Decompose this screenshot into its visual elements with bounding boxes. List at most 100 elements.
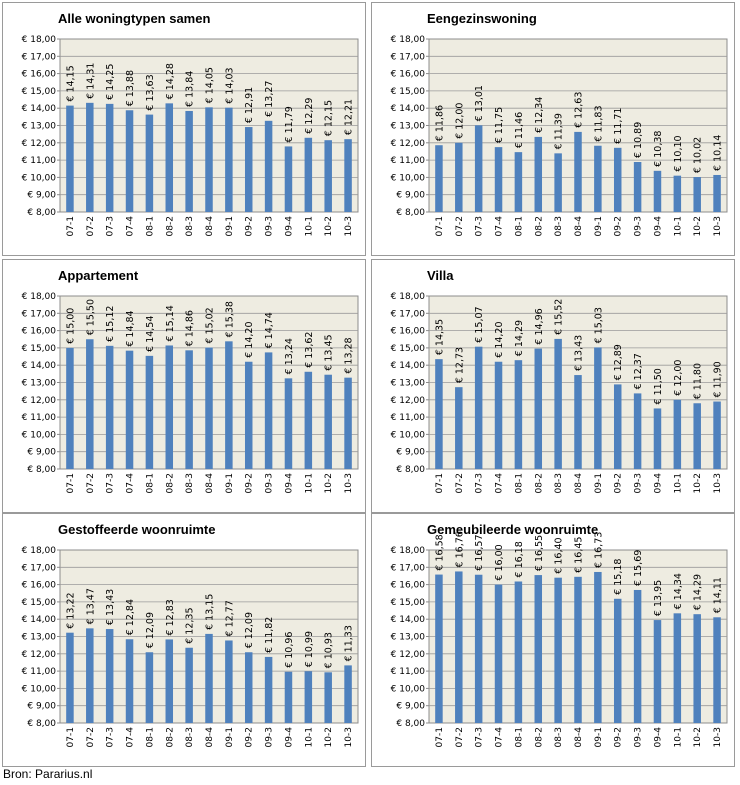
x-tick-label: 08-1 — [145, 473, 155, 493]
bar — [554, 153, 562, 212]
bar — [86, 628, 94, 723]
data-label: € 14,54 — [145, 316, 156, 352]
y-tick-label: € 16,00 — [22, 327, 57, 337]
x-tick-label: 07-4 — [495, 216, 505, 237]
data-label: € 14,29 — [514, 320, 525, 356]
x-tick-label: 09-1 — [594, 216, 604, 236]
x-tick-label: 07-4 — [495, 473, 505, 494]
data-label: € 12,00 — [454, 103, 465, 139]
x-tick-label: 09-3 — [265, 473, 275, 493]
data-label: € 13,15 — [205, 594, 216, 630]
chart-svg: Alle woningtypen samen € 8,00 € 9,00 € 10,0… — [22, 11, 359, 236]
data-label: € 10,96 — [284, 632, 295, 668]
x-tick-label: 08-1 — [514, 473, 524, 493]
bar — [324, 672, 332, 723]
x-tick-label: 07-2 — [455, 473, 465, 493]
bar — [693, 177, 701, 212]
x-tick-label: 10-3 — [713, 216, 723, 236]
x-tick-label: 08-4 — [205, 473, 215, 494]
bar — [185, 647, 193, 723]
y-tick-label: € 18,00 — [391, 35, 426, 45]
y-tick-label: € 8,00 — [27, 719, 56, 729]
data-label: € 12,63 — [574, 92, 585, 128]
y-tick-label: € 15,00 — [391, 87, 426, 97]
y-tick-label: € 14,00 — [22, 615, 57, 625]
y-tick-label: € 17,00 — [391, 563, 426, 573]
y-tick-label: € 9,00 — [396, 448, 425, 458]
x-tick-label: 09-4 — [653, 727, 663, 748]
data-label: € 12,29 — [304, 98, 315, 134]
bar — [125, 110, 134, 212]
data-label: € 16,76 — [454, 531, 465, 567]
x-tick-label: 10-3 — [713, 727, 723, 747]
x-tick-label: 08-4 — [205, 727, 215, 748]
bar — [455, 387, 463, 469]
data-label: € 16,73 — [593, 532, 604, 568]
y-tick-label: € 11,00 — [391, 667, 426, 677]
data-label: € 12,91 — [244, 87, 255, 123]
x-tick-label: 07-2 — [86, 727, 96, 747]
data-label: € 13,01 — [474, 85, 485, 121]
bar — [474, 346, 483, 469]
bar — [653, 408, 662, 469]
bar — [693, 614, 701, 723]
y-tick-label: € 13,00 — [391, 379, 426, 389]
bar — [673, 613, 682, 723]
bar — [225, 107, 233, 212]
chart-title: Gestoffeerde woonruimte — [58, 522, 215, 537]
x-tick-label: 08-2 — [534, 727, 544, 747]
data-label: € 13,88 — [125, 70, 136, 106]
y-tick-label: € 9,00 — [396, 191, 425, 201]
x-tick-label: 10-1 — [304, 216, 314, 236]
data-label: € 12,83 — [165, 599, 176, 635]
x-tick-label: 07-2 — [86, 473, 96, 493]
y-tick-label: € 12,00 — [391, 396, 426, 406]
x-tick-label: 08-3 — [185, 473, 195, 493]
data-label: € 14,03 — [224, 67, 235, 103]
bar — [145, 355, 154, 469]
x-tick-label: 07-3 — [475, 473, 485, 493]
x-tick-label: 10-3 — [344, 727, 354, 747]
x-tick-label: 10-1 — [673, 473, 683, 493]
y-tick-label: € 17,00 — [22, 52, 57, 62]
x-tick-label: 08-2 — [534, 216, 544, 236]
x-tick-label: 07-1 — [435, 216, 445, 236]
x-tick-label: 09-1 — [594, 473, 604, 493]
data-label: € 14,86 — [185, 310, 196, 346]
bar — [86, 102, 94, 212]
bar — [534, 575, 543, 723]
data-label: € 14,29 — [693, 574, 704, 610]
bar — [613, 147, 622, 212]
data-label: € 13,22 — [65, 592, 76, 628]
y-tick-label: € 18,00 — [22, 546, 57, 556]
bar — [514, 360, 523, 469]
bar — [713, 617, 721, 723]
chart-svg: Appartement € 8,00 € 9,00 € 10,00 € 11,00 € 1… — [22, 268, 359, 494]
bar — [554, 338, 562, 469]
bar — [105, 345, 114, 469]
x-tick-label: 08-1 — [514, 727, 524, 747]
x-tick-label: 08-2 — [165, 727, 175, 747]
data-label: € 15,00 — [65, 308, 76, 344]
bar — [205, 107, 213, 212]
data-label: € 10,10 — [673, 135, 684, 171]
data-label: € 13,43 — [105, 589, 116, 625]
y-tick-label: € 8,00 — [396, 208, 425, 218]
x-tick-label: 10-3 — [344, 216, 354, 236]
x-tick-label: 08-4 — [574, 727, 584, 748]
data-label: € 10,02 — [693, 137, 704, 173]
y-tick-label: € 12,00 — [22, 650, 57, 660]
data-label: € 16,58 — [434, 534, 445, 570]
bar — [125, 639, 134, 723]
bar — [455, 571, 463, 723]
y-tick-label: € 13,00 — [391, 633, 426, 643]
bar — [713, 401, 721, 469]
x-tick-label: 07-3 — [475, 216, 485, 236]
data-label: € 11,86 — [434, 105, 445, 141]
x-tick-label: 07-4 — [126, 727, 136, 748]
bar — [244, 652, 253, 723]
bar — [514, 581, 523, 723]
data-label: € 13,95 — [653, 580, 664, 616]
y-tick-label: € 14,00 — [391, 615, 426, 625]
x-tick-label: 09-2 — [614, 473, 624, 493]
